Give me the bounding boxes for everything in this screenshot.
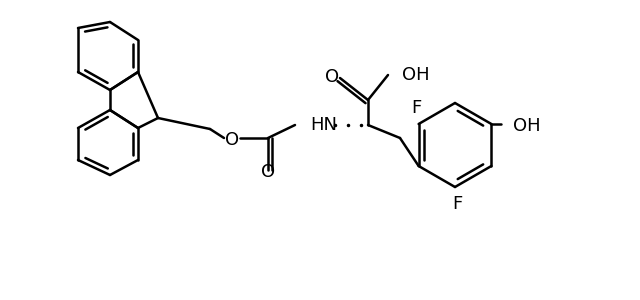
- Text: O: O: [261, 163, 275, 181]
- Text: OH: OH: [402, 66, 429, 84]
- Text: OH: OH: [513, 117, 541, 135]
- Text: F: F: [452, 195, 462, 213]
- Text: F: F: [412, 99, 422, 117]
- Text: O: O: [325, 68, 339, 86]
- Text: O: O: [225, 131, 239, 149]
- Text: HN: HN: [310, 116, 337, 134]
